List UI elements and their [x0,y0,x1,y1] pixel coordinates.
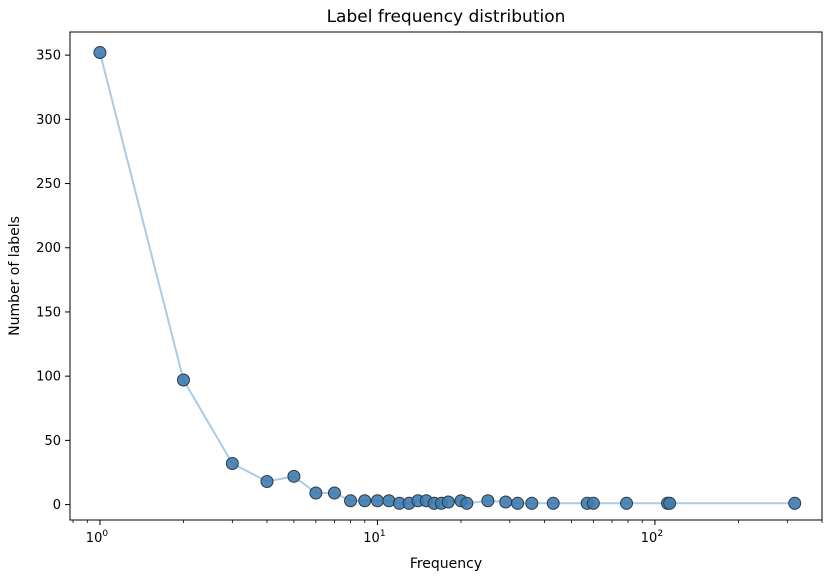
x-tick-label-2: 102 [641,529,663,546]
y-tick-label-5: 250 [36,177,61,192]
data-point-2 [225,456,239,470]
x-axis: 100 101 102 [72,520,823,546]
data-point-5 [309,486,323,500]
data-point-4 [287,469,301,483]
data-point-1 [176,373,190,387]
series-line [98,52,795,505]
x-tick-base-1: 10 [363,531,380,546]
data-point-26 [586,496,600,510]
data-point-3 [260,474,274,488]
y-tick-label-6: 300 [36,113,61,128]
y-tick-label-7: 350 [36,49,61,64]
x-tick-label-0: 100 [86,529,109,546]
series [93,46,802,510]
data-point-17 [441,495,455,509]
x-tick-exp-1: 1 [380,529,386,539]
data-point-6 [327,486,341,500]
y-axis-label: Number of labels [7,216,23,336]
x-tick-base-2: 10 [641,531,658,546]
y-tick-label-2: 100 [36,370,61,385]
x-tick-base-0: 10 [86,531,103,546]
data-point-22 [511,496,525,510]
data-point-27 [620,496,634,510]
data-point-7 [344,494,358,508]
chart-title: Label frequency distribution [327,7,566,27]
data-point-23 [525,496,539,510]
data-point-21 [499,495,513,509]
data-point-24 [546,496,560,510]
plot-frame [69,31,823,521]
data-point-19 [460,496,474,510]
y-tick-label-3: 150 [36,305,61,320]
y-tick-label-4: 200 [36,241,61,256]
x-tick-label-1: 101 [363,529,385,546]
x-axis-label: Frequency [410,556,482,572]
y-tick-label-0: 0 [53,498,61,513]
data-point-30 [788,496,802,510]
data-point-8 [358,494,372,508]
data-point-29 [663,496,677,510]
y-axis: 0 50 100 150 200 250 300 350 [36,49,70,513]
y-tick-label-1: 50 [44,434,61,449]
x-tick-exp-2: 2 [657,529,663,539]
data-point-9 [370,494,384,508]
data-point-0 [93,46,107,60]
data-point-20 [481,494,495,508]
x-tick-exp-0: 0 [102,529,108,539]
